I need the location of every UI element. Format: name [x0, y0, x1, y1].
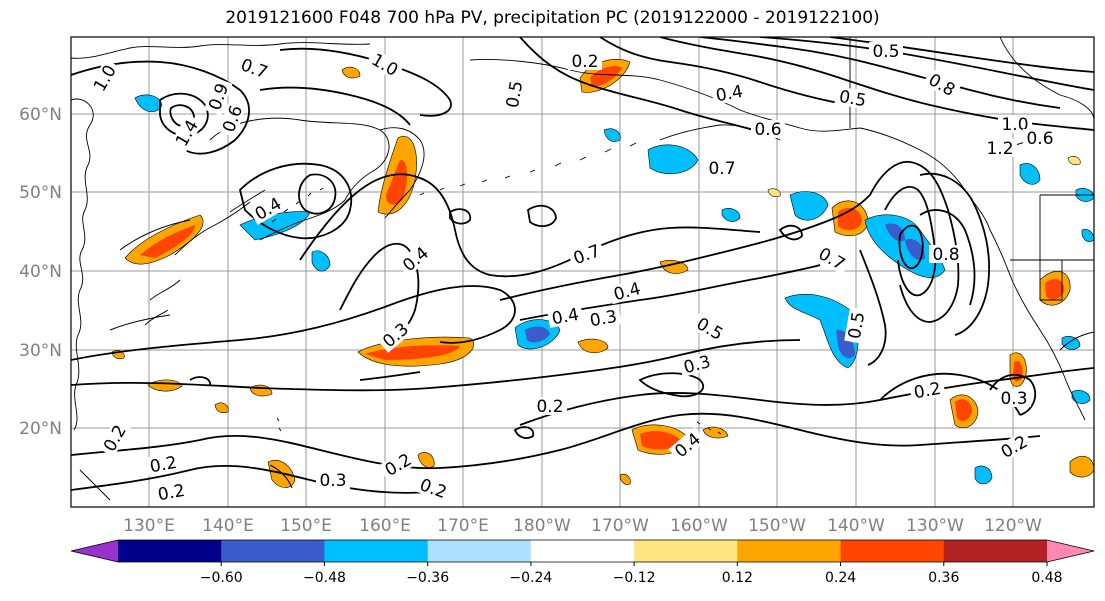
svg-text:0.6: 0.6: [1026, 129, 1053, 149]
contour-label: 0.2: [145, 452, 182, 477]
colorbar-tick-label: 0.36: [928, 570, 959, 586]
colorbar-tick-label: −0.12: [613, 570, 656, 586]
svg-text:0.3: 0.3: [588, 307, 618, 331]
lat-label-20n: 20°N: [19, 419, 62, 439]
coastlines: [71, 37, 1094, 435]
lon-label-140e: 140°E: [202, 516, 254, 536]
svg-text:0.5: 0.5: [503, 79, 527, 109]
pv-contours: [71, 37, 1094, 494]
contour-label: 0.2: [533, 397, 567, 417]
contour-label: 0.5: [844, 307, 869, 344]
colorbar-segment: [634, 540, 738, 562]
contour-label: 0.3: [316, 471, 350, 491]
contour-label: 0.2: [909, 378, 946, 403]
lon-label-170e: 170°E: [437, 516, 489, 536]
colorbar-tick-label: 0.48: [1031, 570, 1062, 586]
contour-label: 0.5: [502, 76, 527, 113]
colorbar-extend-low: [71, 540, 118, 562]
svg-text:0.3: 0.3: [1000, 389, 1027, 409]
lat-label-30n: 30°N: [19, 341, 62, 361]
lon-label-180w: 180°W: [513, 516, 571, 536]
lon-label-150w: 150°W: [748, 516, 806, 536]
colorbar-segment: [840, 540, 945, 562]
contour-label: 0.6: [751, 120, 785, 140]
contour-label: 0.4: [711, 81, 748, 106]
svg-text:0.8: 0.8: [932, 245, 959, 265]
colorbar-segment: [427, 540, 532, 562]
colorbar-segment: [737, 540, 842, 562]
colorbar: −0.60 −0.48 −0.36 −0.24 −0.12 0.12 0.24 0.36 0.4…: [70, 539, 1095, 586]
contour-label: 0.4: [547, 304, 584, 329]
contour-label: 1.0: [998, 115, 1032, 135]
contour-label: 0.8: [929, 245, 963, 265]
colorbar-segment: [530, 540, 635, 562]
colorbar-tick-label: −0.24: [509, 570, 552, 586]
svg-text:0.3: 0.3: [319, 471, 346, 491]
map-frame: [70, 36, 1095, 508]
svg-text:0.2: 0.2: [148, 453, 178, 477]
longitude-labels: 130°E 140°E 150°E 160°E 170°E 180°W 170°…: [123, 516, 1042, 536]
colorbar-tick-label: −0.36: [406, 570, 449, 586]
lon-label-160w: 160°W: [670, 516, 728, 536]
svg-text:0.5: 0.5: [837, 87, 867, 111]
colorbar-tick-label: −0.60: [200, 570, 243, 586]
contour-label: 0.3: [585, 306, 622, 331]
thin-contours: [79, 137, 1094, 501]
svg-text:0.7: 0.7: [708, 159, 735, 179]
svg-text:0.4: 0.4: [550, 305, 580, 329]
colorbar-tick-label: 0.24: [825, 570, 856, 586]
svg-text:0.5: 0.5: [845, 310, 869, 340]
lon-label-160e: 160°E: [359, 516, 411, 536]
colorbar-segment: [221, 540, 325, 562]
svg-text:0.4: 0.4: [714, 82, 744, 106]
svg-text:0.2: 0.2: [536, 397, 563, 417]
lat-label-40n: 40°N: [19, 262, 62, 282]
map-content: 1.0 0.7 1.00.90.61.40.50.20.4 0.5 0.81.01.20…: [71, 37, 1094, 507]
contour-label: 0.5: [869, 42, 903, 62]
colorbar-segment: [118, 540, 222, 562]
contour-label: 0.3: [997, 389, 1031, 409]
svg-text:0.2: 0.2: [156, 481, 186, 505]
lon-label-150e: 150°E: [280, 516, 332, 536]
svg-text:0.5: 0.5: [872, 42, 899, 62]
svg-text:0.2: 0.2: [912, 379, 942, 403]
colorbar-tick-label: 0.12: [722, 570, 753, 586]
colorbar-segment: [943, 540, 1048, 562]
contour-label: 0.5: [834, 86, 871, 111]
lon-label-170w: 170°W: [591, 516, 649, 536]
colorbar-extend-high: [1047, 540, 1094, 562]
svg-text:0.2: 0.2: [571, 52, 598, 72]
lon-label-130e: 130°E: [123, 516, 175, 536]
svg-text:1.2: 1.2: [986, 139, 1013, 159]
lon-label-140w: 140°W: [827, 516, 885, 536]
figure-title: 2019121600 F048 700 hPa PV, precipitatio…: [225, 8, 880, 28]
svg-text:1.0: 1.0: [1001, 115, 1028, 135]
contour-label: 0.2: [153, 480, 190, 505]
contour-label: 1.2: [983, 139, 1017, 159]
svg-text:0.6: 0.6: [754, 120, 781, 140]
contour-label: 0.6: [1023, 129, 1057, 149]
lon-label-130w: 130°W: [906, 516, 964, 536]
lon-label-120w: 120°W: [984, 516, 1042, 536]
colorbar-tick-label: −0.48: [303, 570, 346, 586]
contour-label: 0.7: [705, 159, 739, 179]
colorbar-segment: [324, 540, 429, 562]
latitude-labels: 60°N 50°N 40°N 30°N 20°N: [19, 105, 62, 439]
contour-labels: 1.0 0.7 1.00.90.61.40.50.20.4 0.5 0.81.01.20…: [88, 42, 1057, 505]
lat-label-50n: 50°N: [19, 183, 62, 203]
gridlines: [71, 37, 1094, 507]
lat-label-60n: 60°N: [19, 105, 62, 125]
contour-label: 0.2: [568, 52, 602, 72]
